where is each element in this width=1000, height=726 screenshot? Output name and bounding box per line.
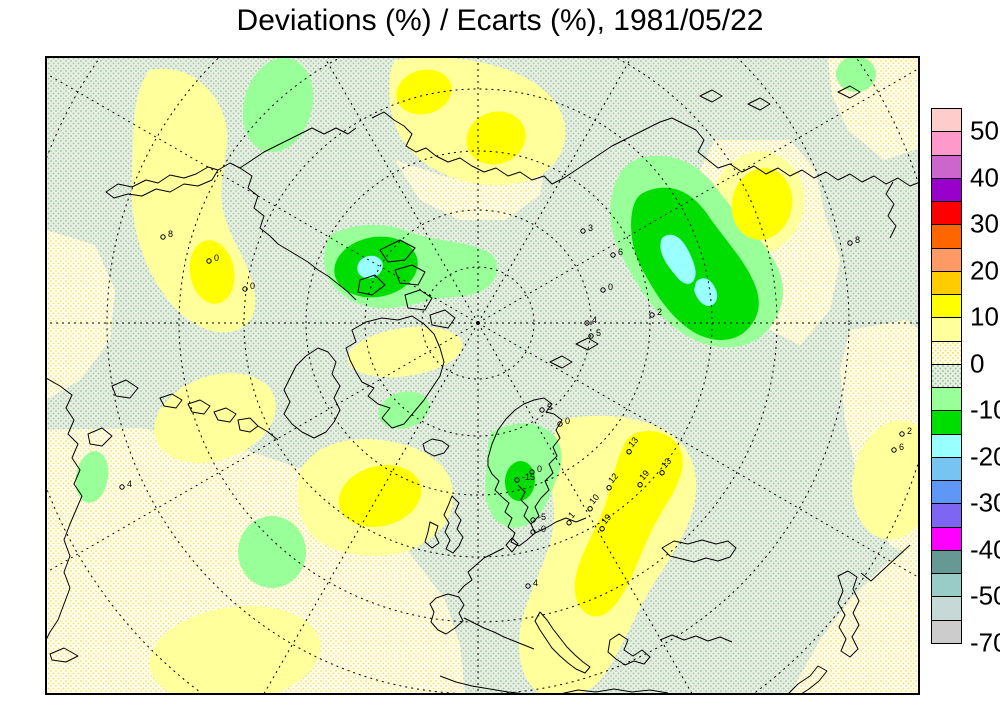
legend-color-bar — [931, 108, 962, 644]
svg-text:-15: -15 — [522, 472, 535, 482]
station-value: 0 — [242, 281, 255, 292]
legend-tick-label: 0 — [970, 348, 985, 379]
station-value: 4 — [119, 479, 132, 490]
svg-text:8: 8 — [168, 229, 173, 239]
contour-band-minus20-minus15 — [357, 234, 718, 306]
svg-text:4: 4 — [127, 479, 132, 489]
svg-text:19: 19 — [637, 468, 651, 482]
svg-text:13: 13 — [626, 435, 640, 449]
legend-tick-label: 10 — [970, 301, 999, 332]
station-value: 13 — [659, 456, 673, 476]
legend-swatch — [931, 154, 962, 178]
station-value: 0 — [529, 464, 542, 475]
legend-swatch — [931, 480, 962, 504]
station-value: 8 — [847, 235, 860, 246]
legend-swatch — [931, 294, 962, 318]
legend-swatch — [931, 549, 962, 573]
station-value: 5 — [539, 402, 552, 413]
station-value: 2 — [899, 426, 912, 437]
station-value: -0 — [530, 524, 546, 535]
legend-tick-label: 40 — [970, 162, 999, 193]
legend-swatch — [931, 131, 962, 155]
station-value: 13 — [626, 435, 640, 455]
legend-swatch — [931, 363, 962, 387]
contour-band-10-15 — [189, 69, 793, 617]
svg-text:2: 2 — [657, 307, 662, 317]
legend-tick-label: -50 — [970, 580, 1000, 611]
station-value: 8 — [160, 229, 173, 240]
station-value: 3 — [580, 223, 593, 234]
svg-text:6: 6 — [618, 247, 623, 257]
svg-text:1: 1 — [566, 510, 577, 520]
svg-text:5: 5 — [596, 328, 601, 338]
svg-text:4: 4 — [592, 315, 597, 325]
station-value: 19 — [599, 512, 613, 532]
station-value: 2 — [649, 307, 662, 318]
svg-text:6: 6 — [899, 442, 904, 452]
legend-swatch — [931, 108, 962, 132]
legend-swatch — [931, 410, 962, 434]
legend-swatch — [931, 340, 962, 364]
legend-tick-label: -40 — [970, 534, 1000, 565]
svg-text:10: 10 — [587, 492, 601, 506]
station-value: 4 — [525, 578, 538, 589]
station-value: 6 — [610, 247, 623, 258]
page-title: Deviations (%) / Ecarts (%), 1981/05/22 — [236, 4, 764, 37]
legend-swatch — [931, 503, 962, 527]
station-value: 0 — [600, 282, 613, 293]
legend-swatch — [931, 317, 962, 341]
svg-text:3: 3 — [588, 223, 593, 233]
svg-text:0: 0 — [565, 416, 570, 426]
legend-swatch — [931, 387, 962, 411]
legend-tick-label: 50 — [970, 115, 999, 146]
station-value: 4 — [584, 315, 597, 326]
legend-swatch — [931, 201, 962, 225]
station-value: -15 — [514, 472, 535, 483]
station-value: 6 — [891, 442, 904, 453]
svg-text:5: 5 — [547, 402, 552, 412]
legend-swatch — [931, 224, 962, 248]
legend-swatch — [931, 526, 962, 550]
svg-text:8: 8 — [855, 235, 860, 245]
legend-tick-label: -20 — [970, 441, 1000, 472]
legend-swatch — [931, 433, 962, 457]
legend-swatch — [931, 247, 962, 271]
legend-tick-label: -10 — [970, 394, 1000, 425]
svg-text:-0: -0 — [538, 524, 546, 534]
station-value: 0 — [206, 253, 219, 264]
legend-swatch — [931, 456, 962, 480]
legend-tick-label: -30 — [970, 487, 1000, 518]
station-value: 10 — [587, 492, 601, 512]
legend-swatch — [931, 270, 962, 294]
svg-text:0: 0 — [214, 253, 219, 263]
station-value: 1 — [566, 510, 577, 526]
svg-text:0: 0 — [608, 282, 613, 292]
svg-text:-5: -5 — [538, 512, 546, 522]
legend-swatch — [931, 573, 962, 597]
legend-tick-label: 20 — [970, 255, 999, 286]
svg-text:2: 2 — [907, 426, 912, 436]
svg-text:4: 4 — [533, 578, 538, 588]
svg-text:19: 19 — [599, 512, 613, 526]
coastlines — [46, 85, 919, 694]
legend-tick-label: 30 — [970, 208, 999, 239]
svg-text:13: 13 — [659, 456, 673, 470]
station-value: 19 — [637, 468, 651, 488]
svg-text:12: 12 — [606, 471, 620, 485]
map-frame — [45, 56, 920, 695]
legend-swatch — [931, 177, 962, 201]
legend-swatch — [931, 596, 962, 620]
station-value: 0 — [557, 416, 570, 427]
station-value: 5 — [588, 328, 601, 339]
station-value: 12 — [606, 471, 620, 491]
svg-text:0: 0 — [250, 281, 255, 291]
legend-tick-label: -70 — [970, 627, 1000, 658]
legend-swatch — [931, 619, 962, 644]
station-value: -5 — [530, 512, 546, 523]
svg-text:0: 0 — [537, 464, 542, 474]
